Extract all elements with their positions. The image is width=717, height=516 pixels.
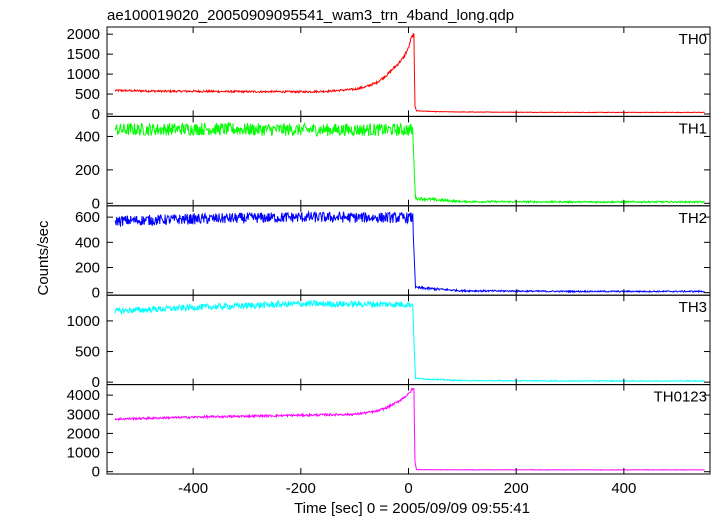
y-tick-label: 600 — [75, 209, 100, 226]
y-tick-label: 500 — [75, 86, 100, 103]
y-tick-label: 0 — [92, 195, 100, 212]
panel-th2: 0 200 400 600 TH2 — [75, 205, 711, 302]
x-tick-label: 200 — [504, 480, 529, 497]
y-tick-label: 200 — [75, 259, 100, 276]
y-tick-label: 0 — [92, 285, 100, 302]
y-tick-label: 200 — [75, 162, 100, 179]
panel-th0123: 0 1000 2000 3000 4000 TH0123 -400 -200 0 200 400 — [67, 384, 711, 497]
panel-frame — [106, 384, 711, 475]
panel-label-th0123: TH0123 — [654, 389, 707, 406]
y-tick-label: 2000 — [67, 425, 100, 442]
y-tick-label: 400 — [75, 234, 100, 251]
y-tick-label: 1500 — [67, 46, 100, 63]
y-tick-label: 4000 — [67, 387, 100, 404]
panel-label-th2: TH2 — [679, 210, 707, 227]
x-axis-title: Time [sec] 0 = 2005/09/09 09:55:41 — [294, 500, 530, 516]
y-tick-label: 1000 — [67, 313, 100, 330]
y-tick-label: 0 — [92, 106, 100, 123]
y-axis-title: Counts/sec — [35, 220, 52, 296]
panel-label-th3: TH3 — [679, 299, 707, 316]
y-tick-label: 400 — [75, 128, 100, 145]
series-line-th0123 — [114, 387, 705, 471]
panel-th0: 0 500 1000 1500 2000 TH0 — [67, 26, 711, 123]
y-tick-label: 1000 — [67, 66, 100, 83]
x-tick-label: 400 — [611, 480, 636, 497]
y-tick-label: 2000 — [67, 26, 100, 43]
x-tick-label: -200 — [286, 480, 316, 497]
panel-label-th0: TH0 — [679, 31, 707, 48]
panel-th1: 0 200 400 TH1 — [75, 115, 711, 212]
series-line-th1 — [114, 121, 705, 205]
panel-label-th1: TH1 — [679, 120, 707, 137]
series-line-th2 — [114, 210, 705, 294]
chart-title: ae100019020_20050909095541_wam3_trn_4ban… — [107, 7, 514, 24]
y-tick-label: 500 — [75, 344, 100, 361]
y-tick-label: 3000 — [67, 406, 100, 423]
x-tick-label: 0 — [404, 480, 412, 497]
series-line-th3 — [114, 299, 705, 383]
panel-frame — [106, 26, 711, 117]
y-tick-label: 1000 — [67, 445, 100, 462]
y-tick-label: 0 — [92, 374, 100, 391]
y-tick-label: 0 — [92, 464, 100, 481]
series-line-th0 — [114, 32, 705, 114]
x-tick-label: -400 — [178, 480, 208, 497]
panel-th3: 0 500 1000 TH3 — [67, 294, 711, 391]
